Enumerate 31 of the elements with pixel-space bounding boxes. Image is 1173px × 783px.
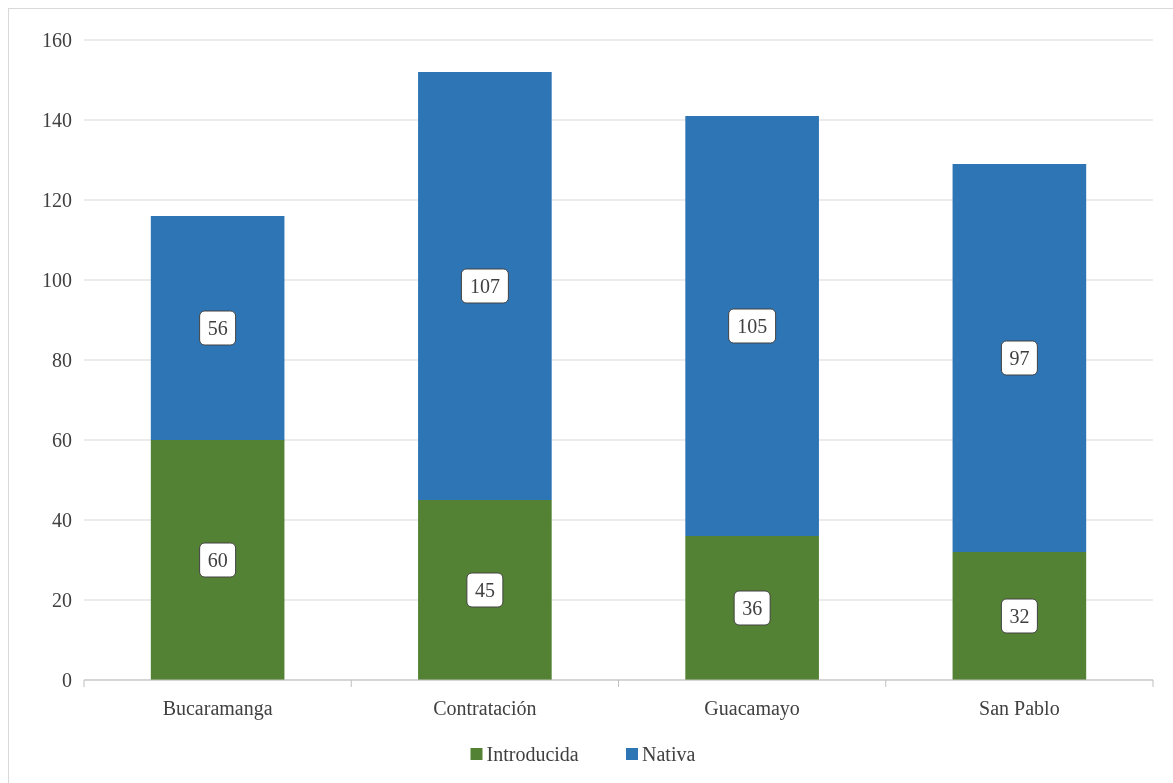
bar [418, 500, 552, 680]
data-label: 107 [469, 275, 500, 297]
y-tick-label: 140 [42, 109, 72, 131]
x-tick-label: San Pablo [979, 697, 1060, 719]
bar [418, 72, 552, 500]
y-tick-label: 0 [62, 669, 72, 691]
bar [150, 216, 285, 440]
data-label: 105 [737, 315, 768, 337]
data-label: 97 [1009, 347, 1030, 369]
bar [685, 116, 819, 536]
y-tick-label: 120 [42, 189, 72, 211]
y-tick-label: 60 [52, 429, 72, 451]
y-tick-label: 100 [42, 269, 72, 291]
x-tick-label: Guacamayo [704, 697, 800, 720]
data-label: 60 [207, 549, 228, 571]
bar [952, 552, 1087, 680]
bar [952, 164, 1087, 552]
data-label: 36 [742, 597, 763, 619]
bar [150, 440, 285, 680]
y-tick-label: 160 [42, 29, 72, 51]
data-label: 56 [207, 317, 228, 339]
y-tick-label: 80 [52, 349, 72, 371]
data-label: 32 [1009, 605, 1030, 627]
data-label: 45 [474, 579, 495, 601]
bar [685, 536, 819, 680]
legend-label: Introducida [486, 743, 579, 765]
legend-label: Nativa [642, 743, 696, 765]
x-tick-label: Contratación [433, 697, 537, 719]
y-tick-label: 20 [52, 589, 72, 611]
x-tick-label: Bucaramanga [162, 697, 273, 720]
y-tick-label: 40 [52, 509, 72, 531]
